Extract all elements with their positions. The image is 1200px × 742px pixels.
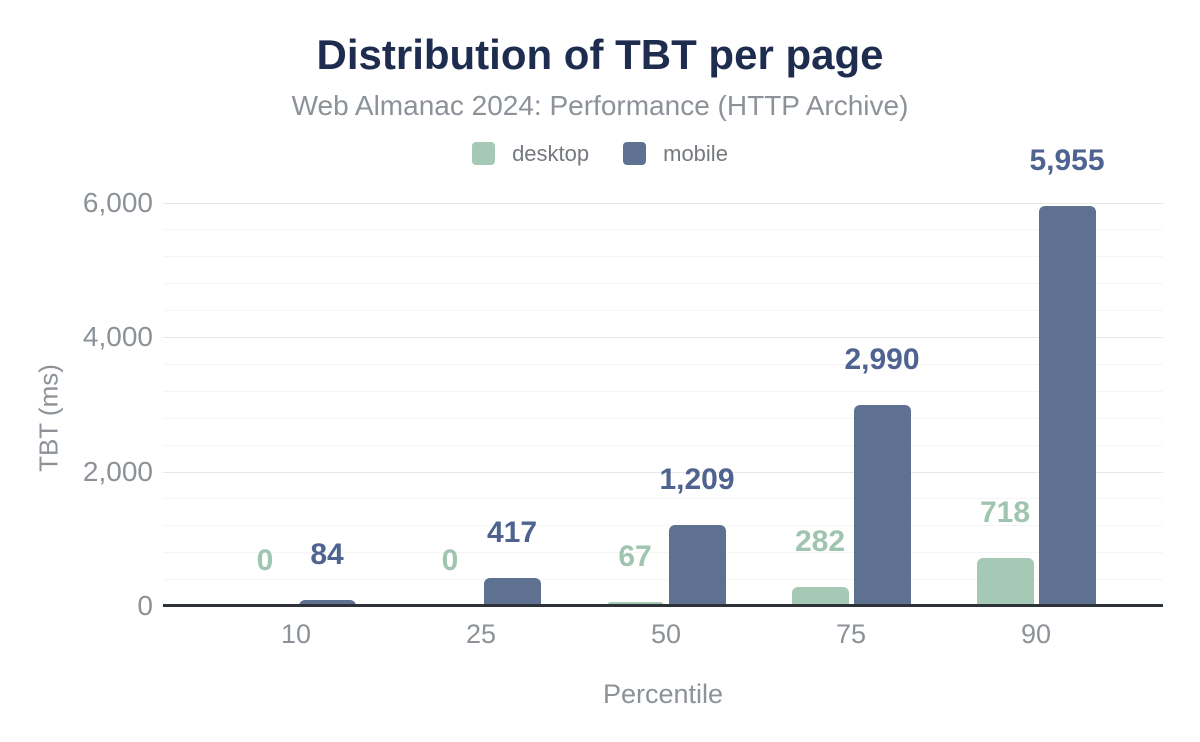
bar-value-label: 1,209 [659,462,735,496]
bar-group: 282 2,990 [791,344,920,606]
mobile-bar[interactable]: 1,209 [659,464,735,606]
mobile-bar[interactable]: 5,955 [1029,145,1105,606]
gridline-minor [163,283,1163,285]
x-axis-line [163,604,1163,607]
desktop-swatch-icon [472,142,496,165]
bar-value-label: 417 [486,516,538,549]
mobile-bar[interactable]: 417 [483,518,541,606]
gridline-minor [163,417,1163,419]
bar-value-label: 67 [618,539,652,573]
desktop-bar[interactable]: 282 [791,527,849,606]
x-tick-label: 75 [835,619,867,649]
bar-value-label: 84 [310,538,344,572]
gridline-major [163,337,1163,338]
legend-label-mobile: mobile [663,140,728,166]
legend-label-desktop: desktop [512,140,590,166]
bar-group: 718 5,955 [976,145,1105,606]
gridline-minor [163,363,1163,365]
mobile-bar[interactable]: 2,990 [844,344,920,606]
gridline-minor [163,498,1163,500]
x-tick-label: 25 [465,619,497,649]
bar-value-label: 2,990 [844,342,920,376]
x-tick-label: 50 [650,619,682,649]
gridline-minor [163,444,1163,446]
y-tick-label: 4,000 [82,321,153,352]
chart-subtitle: Web Almanac 2024: Performance (HTTP Arch… [291,90,909,121]
mobile-bar[interactable]: 84 [298,540,356,606]
gridline-major [163,471,1163,473]
bar-group: 0 84 [236,540,356,606]
gridline-minor [163,579,1163,581]
gridline-minor [163,552,1163,554]
gridline-minor [163,310,1163,312]
bar-value-label: 0 [256,544,274,577]
legend: desktop mobile [0,142,1200,165]
y-tick-label: 0 [137,590,153,621]
gridline-minor [163,525,1163,527]
x-axis-title: Percentile [602,679,724,709]
bar-group: 67 1,209 [606,464,735,606]
gridline-minor [163,390,1163,392]
bar-value-label: 0 [441,544,459,577]
desktop-bar[interactable]: 67 [606,541,664,606]
gridline-minor [163,256,1163,258]
bar-group: 0 417 [421,518,541,606]
mobile-swatch-icon [623,142,647,165]
gridline-major [163,202,1163,204]
bar-value-label: 5,955 [1029,143,1105,177]
x-tick-label: 10 [280,619,312,649]
legend-item-desktop: desktop [472,142,589,165]
bar-value-label: 718 [979,495,1031,529]
x-tick-label: 90 [1020,619,1052,649]
chart-title: Distribution of TBT per page [316,31,884,78]
y-tick-label: 2,000 [82,455,153,487]
desktop-bar[interactable]: 718 [976,497,1034,606]
bar-value-label: 282 [794,525,846,558]
gridline-minor [163,229,1163,231]
legend-item-mobile: mobile [623,142,728,165]
y-axis-title: TBT (ms) [33,364,64,472]
y-tick-label: 6,000 [82,186,153,218]
